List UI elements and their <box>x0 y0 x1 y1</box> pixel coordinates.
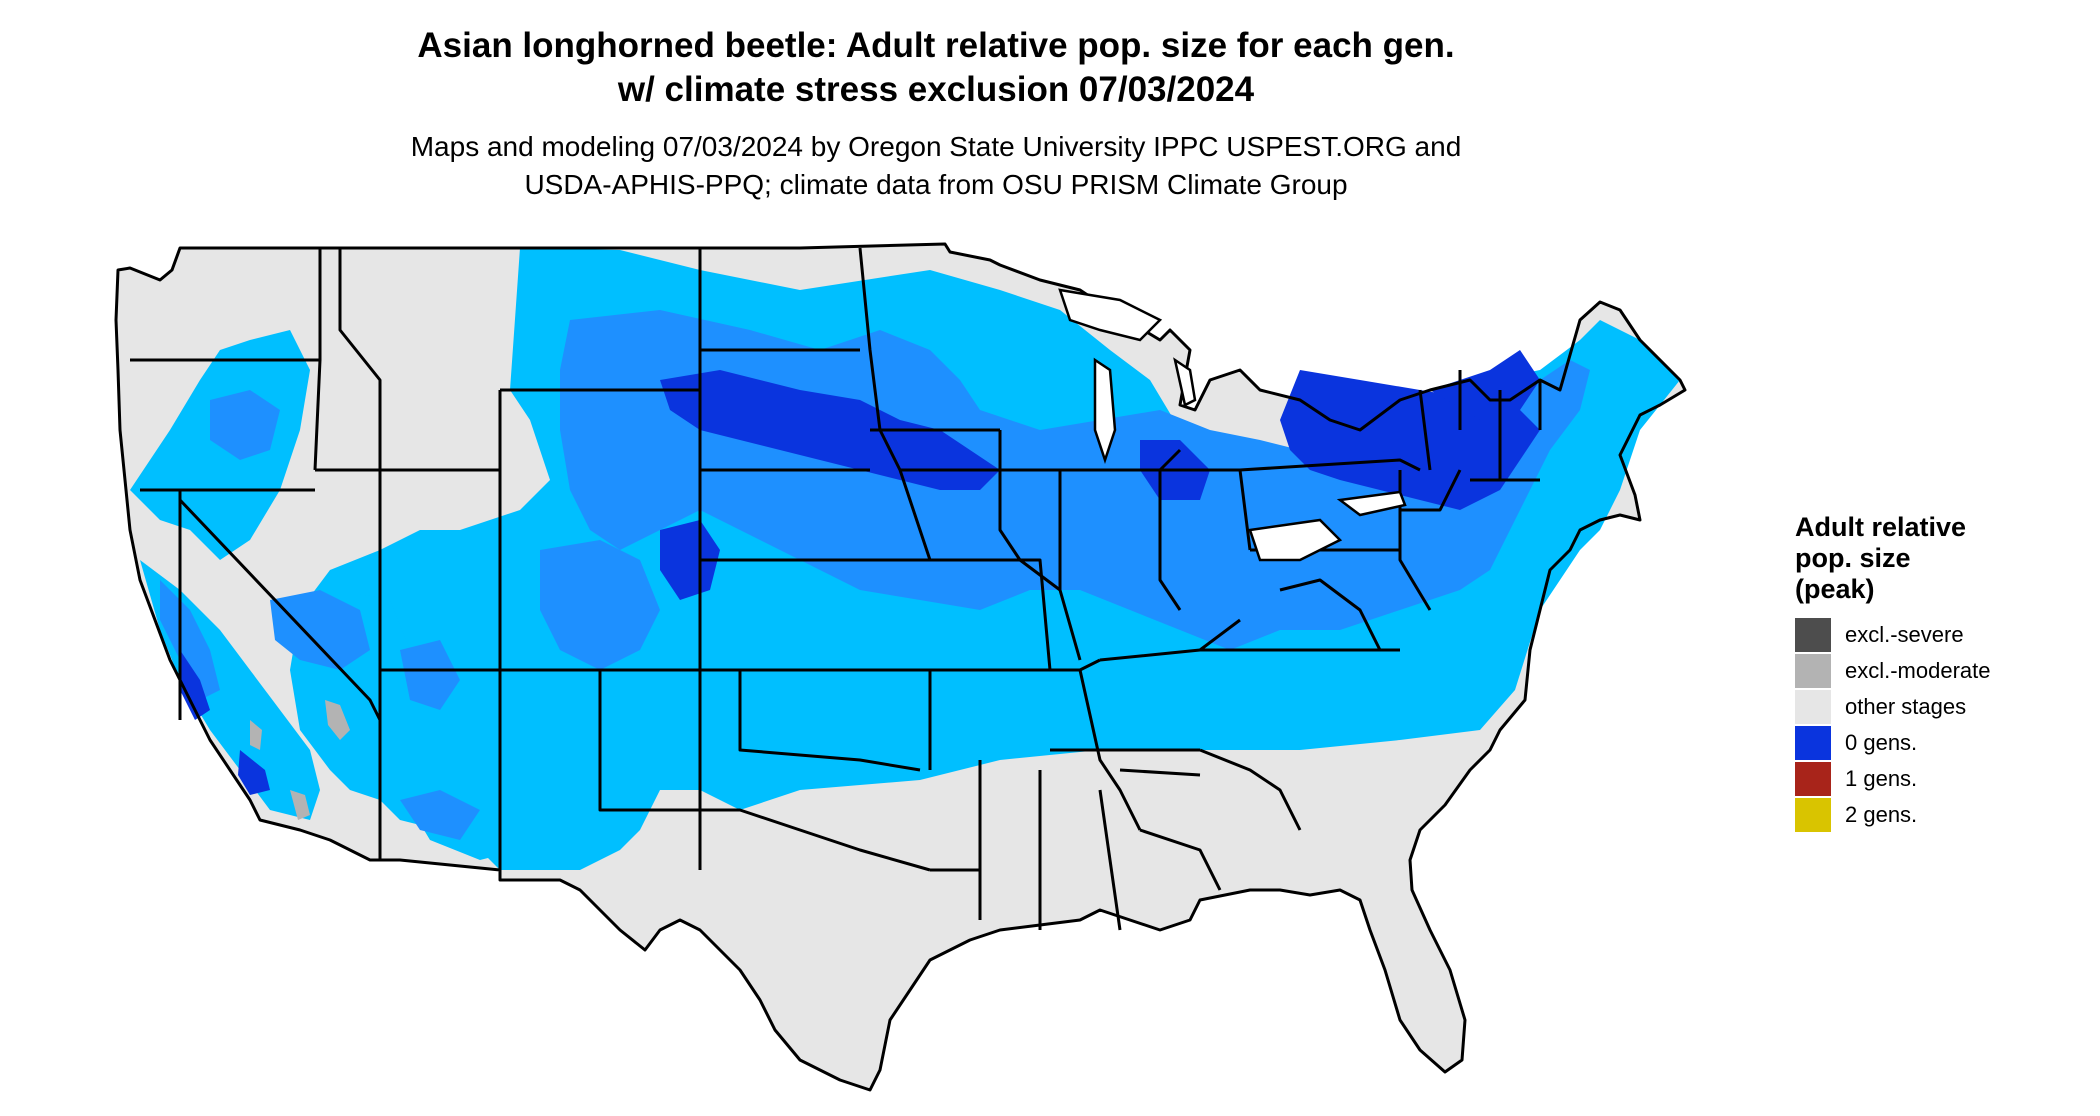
map-subtitle: Maps and modeling 07/03/2024 by Oregon S… <box>0 128 1872 204</box>
legend-title-line-3: (peak) <box>1795 574 1875 604</box>
legend-item-excl-severe: excl.-severe <box>1795 617 2085 653</box>
legend-title-line-2: pop. size <box>1795 543 1911 573</box>
legend-label: other stages <box>1845 694 1967 719</box>
legend: Adult relative pop. size (peak) excl.-se… <box>1795 512 2085 833</box>
legend-item-0-gens: 0 gens. <box>1795 725 2085 761</box>
legend-item-excl-moderate: excl.-moderate <box>1795 653 2085 689</box>
state-borders <box>114 242 1687 1092</box>
legend-title-line-1: Adult relative <box>1795 512 1967 542</box>
legend-label: 1 gens. <box>1845 766 1918 791</box>
legend-swatch <box>1795 654 1831 688</box>
legend-item-1-gens: 1 gens. <box>1795 761 2085 797</box>
us-map-svg <box>114 242 1687 1092</box>
legend-item-2-gens: 2 gens. <box>1795 797 2085 833</box>
subtitle-line-2: USDA-APHIS-PPQ; climate data from OSU PR… <box>524 169 1348 200</box>
suitability-zone-dark <box>180 350 1540 795</box>
us-map <box>100 230 1780 1116</box>
legend-swatch <box>1795 618 1831 652</box>
great-lakes <box>1058 288 1407 562</box>
excluded-moderate-zones <box>250 700 350 820</box>
title-line-2: w/ climate stress exclusion 07/03/2024 <box>617 70 1255 109</box>
legend-label: 0 gens. <box>1845 730 1918 755</box>
legend-swatch <box>1795 762 1831 796</box>
map-title: Asian longhorned beetle: Adult relative … <box>0 24 1872 112</box>
legend-title: Adult relative pop. size (peak) <box>1795 512 2085 605</box>
legend-swatch <box>1795 690 1831 724</box>
title-line-1: Asian longhorned beetle: Adult relative … <box>417 26 1455 65</box>
subtitle-line-1: Maps and modeling 07/03/2024 by Oregon S… <box>410 131 1462 162</box>
legend-swatch <box>1795 726 1831 760</box>
legend-item-other-stages: other stages <box>1795 689 2085 725</box>
legend-label: 2 gens. <box>1845 802 1918 827</box>
legend-swatch <box>1795 798 1831 832</box>
legend-label: excl.-moderate <box>1845 658 1991 683</box>
legend-label: excl.-severe <box>1845 622 1964 647</box>
